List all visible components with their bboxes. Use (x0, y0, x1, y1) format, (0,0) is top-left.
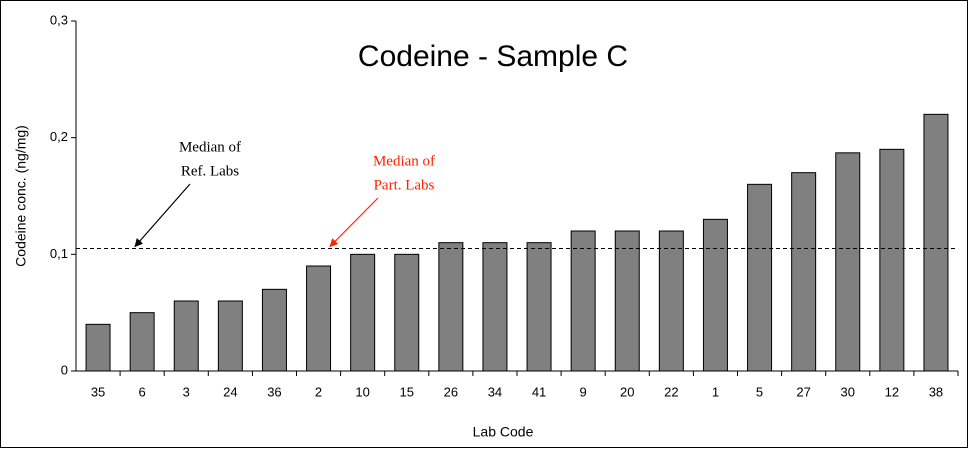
y-tick-label: 0,2 (50, 129, 68, 144)
x-tick-label: 36 (267, 384, 281, 399)
x-tick-label: 5 (756, 384, 763, 399)
y-tick-label: 0,3 (50, 12, 68, 27)
chart-title: Codeine - Sample C (358, 40, 628, 73)
x-tick-label: 1 (712, 384, 719, 399)
x-tick-label: 15 (400, 384, 414, 399)
annotation-arrow (329, 197, 379, 248)
bar (526, 242, 552, 372)
x-tick-label: 38 (929, 384, 943, 399)
bar (173, 300, 199, 372)
bar (482, 242, 508, 372)
x-tick-label: 27 (796, 384, 810, 399)
y-tick-label: 0 (61, 362, 68, 377)
annotation: Median of (373, 153, 435, 169)
bar (306, 265, 332, 372)
bar (438, 242, 464, 372)
bar (791, 172, 817, 372)
bar (614, 230, 640, 372)
bar (747, 183, 773, 372)
x-tick-label: 3 (183, 384, 190, 399)
bar (658, 230, 684, 372)
bar (835, 152, 861, 372)
y-tick-label: 0,1 (50, 246, 68, 261)
x-tick-label: 30 (841, 384, 855, 399)
x-tick-label: 12 (885, 384, 899, 399)
bar (570, 230, 596, 372)
annotation: Part. Labs (374, 177, 435, 193)
annotation-arrow (134, 183, 191, 248)
annotation: Median of (179, 139, 241, 155)
x-tick-label: 6 (139, 384, 146, 399)
x-tick-label: 24 (223, 384, 237, 399)
x-tick-label: 20 (620, 384, 634, 399)
bar (879, 148, 905, 372)
bar (217, 300, 243, 372)
annotation: Ref. Labs (181, 163, 239, 179)
bar (261, 288, 287, 372)
x-tick-label: 9 (580, 384, 587, 399)
y-axis-label: Codeine conc. (ng/mg) (13, 125, 29, 267)
bar (394, 253, 420, 372)
x-tick-label: 2 (315, 384, 322, 399)
x-tick-label: 41 (532, 384, 546, 399)
x-tick-label: 35 (91, 384, 105, 399)
bar (85, 323, 111, 372)
bar (923, 113, 949, 372)
bar (129, 312, 155, 372)
x-axis-label: Lab Code (473, 424, 534, 440)
x-tick-label: 26 (444, 384, 458, 399)
bar (702, 218, 728, 372)
x-tick-label: 10 (355, 384, 369, 399)
x-tick-label: 22 (664, 384, 678, 399)
bar (350, 253, 376, 372)
x-tick-label: 34 (488, 384, 502, 399)
